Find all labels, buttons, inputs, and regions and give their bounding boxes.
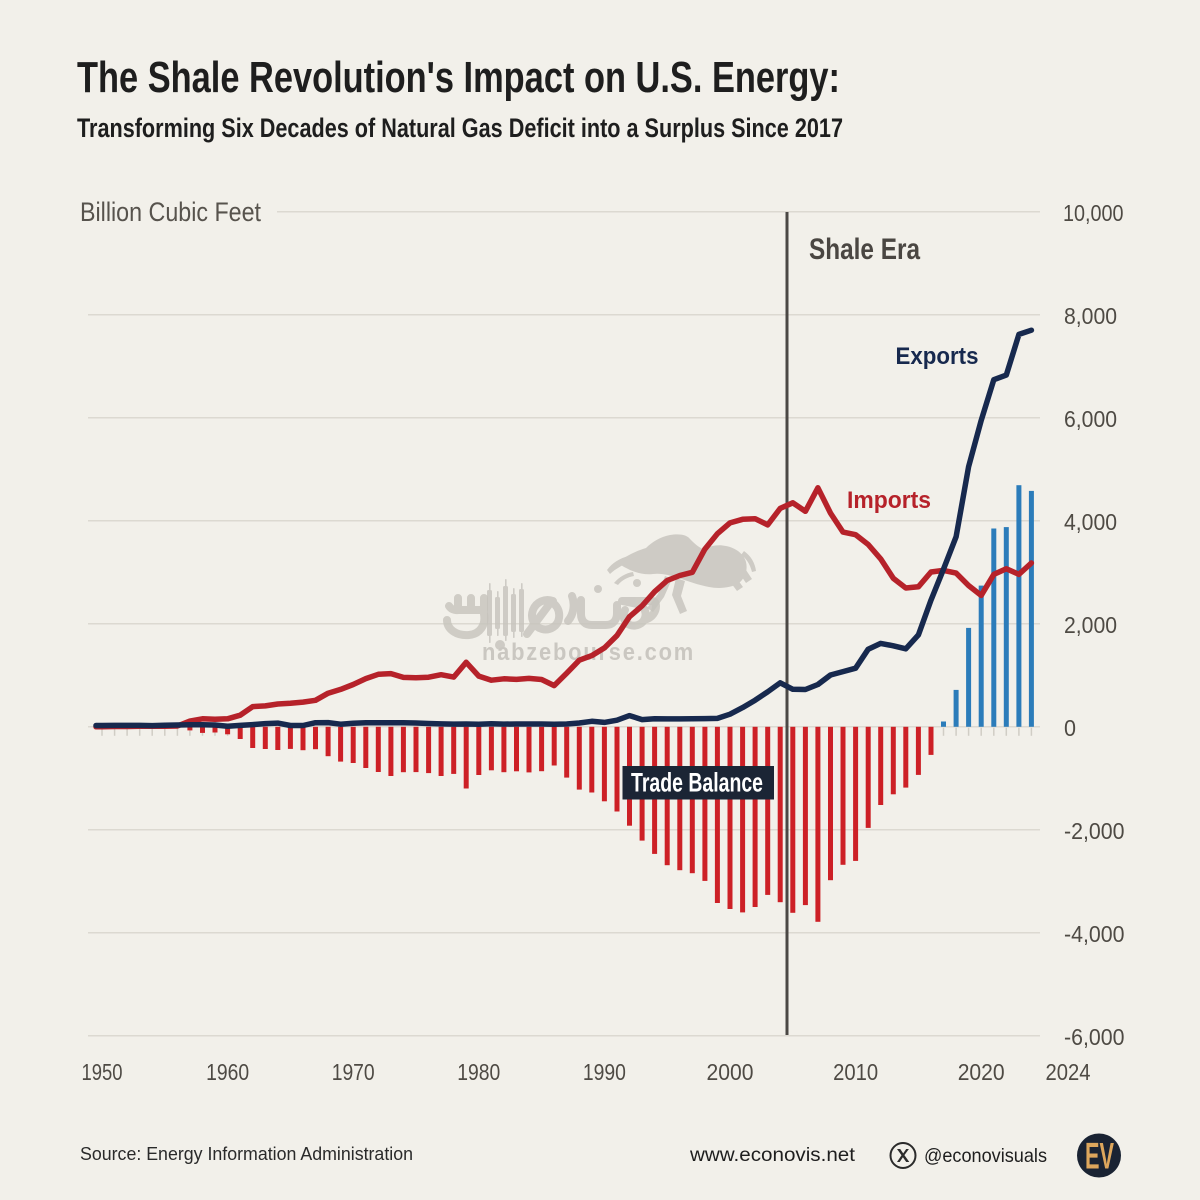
svg-text:2024: 2024 xyxy=(1046,1059,1091,1085)
svg-text:2,000: 2,000 xyxy=(1064,612,1117,638)
svg-text:Billion Cubic Feet: Billion Cubic Feet xyxy=(80,197,261,227)
svg-text:1990: 1990 xyxy=(583,1059,626,1085)
svg-text:www.econovis.net: www.econovis.net xyxy=(689,1144,856,1166)
svg-text:4,000: 4,000 xyxy=(1064,509,1117,535)
svg-text:Shale Era: Shale Era xyxy=(809,233,920,266)
svg-text:10,000: 10,000 xyxy=(1063,200,1124,226)
svg-text:nabzebourse.com: nabzebourse.com xyxy=(482,639,695,666)
svg-text:1970: 1970 xyxy=(332,1059,375,1085)
svg-text:1950: 1950 xyxy=(82,1059,123,1085)
svg-text:2010: 2010 xyxy=(833,1059,878,1085)
svg-text:-2,000: -2,000 xyxy=(1064,818,1125,844)
svg-text:2000: 2000 xyxy=(707,1059,754,1085)
svg-text:0: 0 xyxy=(1064,715,1076,741)
svg-text:-4,000: -4,000 xyxy=(1064,921,1125,947)
svg-text:-6,000: -6,000 xyxy=(1064,1024,1125,1050)
svg-text:@econovisuals: @econovisuals xyxy=(924,1145,1047,1167)
svg-text:1960: 1960 xyxy=(206,1059,249,1085)
svg-text:Imports: Imports xyxy=(847,487,931,514)
svg-text:Transforming Six Decades of Na: Transforming Six Decades of Natural Gas … xyxy=(77,113,843,143)
svg-text:Source: Energy Information Adm: Source: Energy Information Administratio… xyxy=(80,1143,413,1164)
svg-text:8,000: 8,000 xyxy=(1064,303,1117,329)
svg-text:1980: 1980 xyxy=(457,1059,500,1085)
svg-text:Trade Balance: Trade Balance xyxy=(631,768,763,798)
svg-text:2020: 2020 xyxy=(958,1059,1005,1085)
svg-text:EV: EV xyxy=(1085,1136,1114,1177)
svg-text:Exports: Exports xyxy=(896,343,979,370)
svg-text:The Shale Revolution's Impact: The Shale Revolution's Impact on U.S. En… xyxy=(77,53,840,102)
svg-text:6,000: 6,000 xyxy=(1064,406,1117,432)
